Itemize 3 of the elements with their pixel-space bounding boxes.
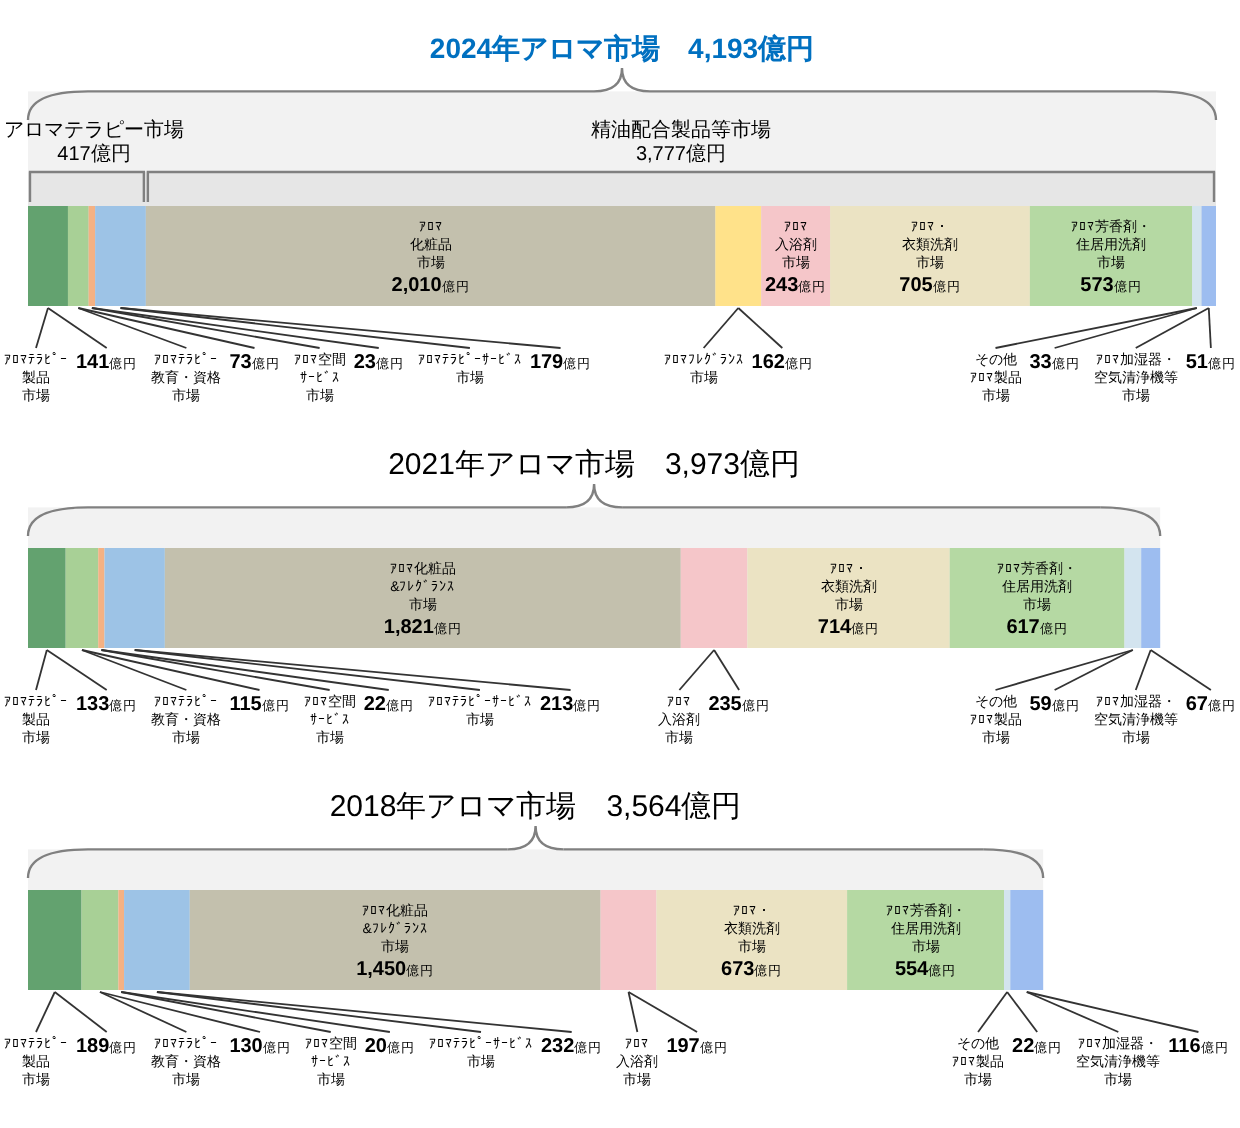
- title: 2018年アロマ市場 3,564億円: [329, 790, 742, 824]
- title: 2021年アロマ市場 3,973億円: [388, 448, 800, 482]
- title: 2024年アロマ市場 4,193億円: [429, 32, 815, 64]
